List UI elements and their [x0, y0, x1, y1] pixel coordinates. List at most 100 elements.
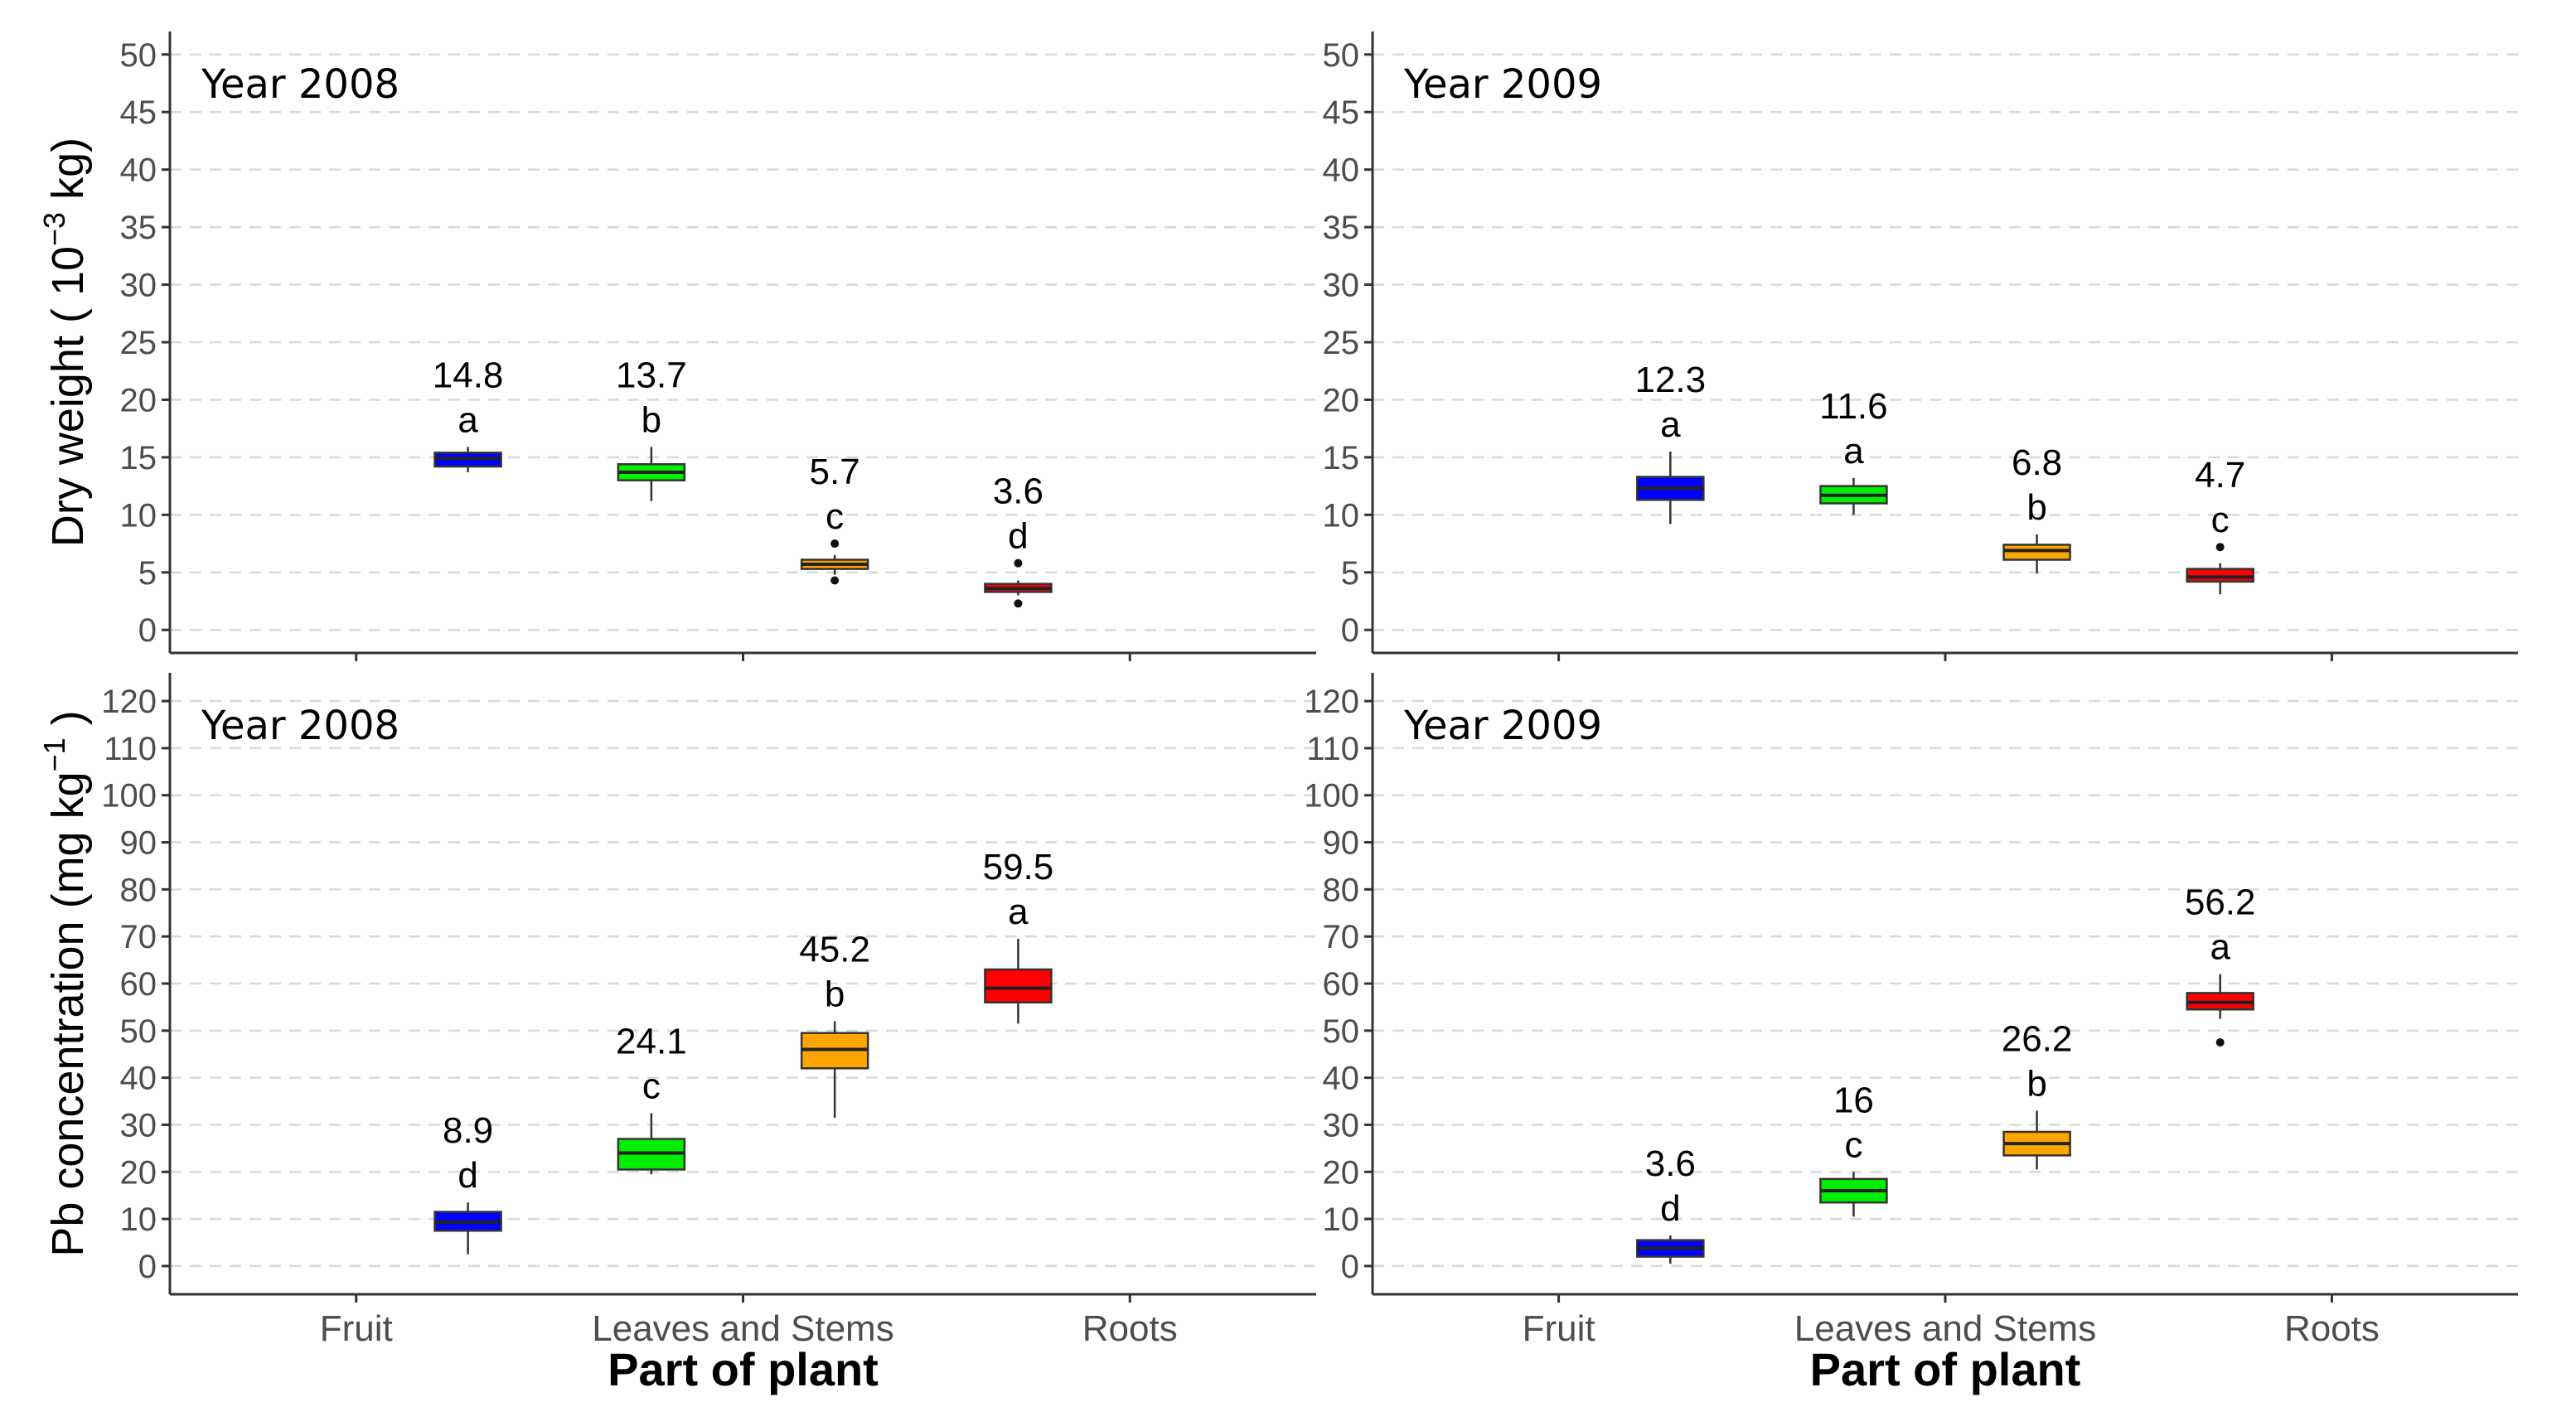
y-axis-title-superscript: −3 — [37, 212, 71, 246]
y-tick-label: 70 — [1323, 919, 1360, 955]
y-tick-label: 50 — [1323, 1013, 1360, 1050]
outlier-point — [2215, 543, 2225, 552]
significance-letter: c — [642, 1066, 661, 1106]
y-tick-label: 30 — [1323, 268, 1360, 304]
y-tick-label: 70 — [120, 919, 157, 955]
panel-label: Year 2008 — [201, 703, 399, 749]
box-4: c4.7 — [2186, 455, 2254, 595]
mean-label: 56.2 — [2185, 882, 2256, 923]
y-tick-label: 120 — [1304, 684, 1359, 720]
y-axis-title-text: Dry weight ( 10 — [43, 246, 93, 547]
y-tick-label: 10 — [1323, 497, 1360, 534]
box-3: b26.2 — [2002, 1018, 2073, 1170]
x-tick-label: Leaves and Stems — [1794, 1308, 2096, 1349]
panel-label: Year 2009 — [1403, 61, 1602, 108]
outlier-point — [830, 576, 840, 585]
y-tick-label: 40 — [1323, 152, 1360, 189]
y-tick-label: 120 — [101, 684, 157, 720]
y-tick-label: 45 — [1323, 94, 1360, 131]
significance-letter: a — [1843, 431, 1864, 471]
significance-letter: a — [458, 399, 478, 440]
y-tick-label: 100 — [101, 778, 157, 815]
y-tick-label: 60 — [120, 966, 157, 1003]
y-axis-title-unit: ) — [43, 710, 93, 737]
mean-label: 12.3 — [1634, 360, 1706, 400]
box-1: d8.9 — [433, 1110, 502, 1255]
panel-r2-c2: 0 10 20 30 40 50 60 70 80 90 100 110 120 Fruit Leaves … — [1304, 673, 2518, 1349]
mean-label: 5.7 — [810, 452, 860, 492]
mean-label: 6.8 — [2012, 442, 2062, 483]
outlier-point — [2215, 1038, 2225, 1047]
outlier-point — [830, 539, 840, 549]
y-tick-label: 80 — [1323, 872, 1360, 908]
y-tick-label: 15 — [120, 440, 157, 476]
mean-label: 16 — [1833, 1080, 1874, 1120]
outlier-point — [1014, 599, 1023, 608]
y-tick-label: 35 — [120, 210, 157, 246]
y-tick-label: 25 — [1323, 325, 1360, 361]
mean-label: 26.2 — [2002, 1018, 2073, 1059]
box-4: d3.6 — [984, 471, 1053, 608]
box-3: b6.8 — [2002, 442, 2071, 574]
y-tick-label: 50 — [1323, 37, 1360, 74]
y-tick-label: 10 — [1323, 1201, 1360, 1238]
mean-label: 13.7 — [616, 355, 687, 395]
panel-r2-c1: 0 10 20 30 40 50 60 70 80 90 100 110 120 Fruit Leaves … — [101, 673, 1316, 1349]
panel-label: Year 2008 — [201, 61, 399, 108]
significance-letter: b — [2026, 1063, 2046, 1104]
mean-label: 3.6 — [993, 471, 1043, 512]
box-1: d3.6 — [1636, 1143, 1705, 1264]
y-tick-label: 40 — [120, 1061, 157, 1097]
y-tick-label: 0 — [138, 612, 157, 649]
x-tick-label: Fruit — [1523, 1308, 1595, 1349]
y-axis-title-2: Pb concentration (mg kg−1 ) — [37, 710, 93, 1256]
box-2: c16 — [1819, 1080, 1888, 1217]
x-axis-title: Part of plant — [608, 1343, 879, 1395]
mean-label: 59.5 — [983, 847, 1054, 887]
box-1: a12.3 — [1634, 360, 1706, 525]
box-2: b13.7 — [616, 355, 687, 501]
y-axis-title-superscript: −1 — [37, 737, 71, 771]
y-tick-label: 0 — [138, 1249, 157, 1285]
y-tick-label: 50 — [120, 37, 157, 74]
significance-letter: d — [458, 1155, 477, 1196]
y-tick-label: 40 — [120, 152, 157, 189]
panel-r1-c1: 0 5 10 15 20 25 30 35 40 45 50 Year 2008 a14.8 b13.7 c… — [120, 31, 1316, 661]
x-tick-label: Leaves and Stems — [592, 1308, 893, 1349]
x-tick-label: Fruit — [320, 1308, 393, 1349]
significance-letter: b — [642, 399, 661, 440]
y-tick-label: 20 — [1323, 382, 1360, 418]
box-1: a14.8 — [433, 355, 503, 472]
y-tick-label: 25 — [120, 325, 157, 361]
significance-letter: c — [826, 496, 844, 537]
significance-letter: b — [825, 974, 845, 1014]
y-axis-title-1: Dry weight ( 10−3 kg) — [37, 138, 93, 547]
y-tick-label: 30 — [1323, 1107, 1360, 1143]
y-tick-label: 80 — [120, 872, 157, 908]
y-tick-label: 45 — [120, 94, 157, 131]
y-tick-label: 0 — [1341, 1249, 1359, 1285]
significance-letter: c — [2211, 500, 2230, 540]
box-4: a 59.5 — [983, 847, 1054, 1024]
mean-label: 11.6 — [1819, 386, 1887, 427]
significance-letter: d — [1660, 1188, 1680, 1229]
y-tick-label: 15 — [1323, 440, 1360, 476]
box-3: c5.7 — [800, 452, 869, 585]
y-tick-label: 20 — [120, 382, 157, 418]
y-tick-label: 35 — [1323, 210, 1360, 246]
y-tick-label: 20 — [120, 1154, 157, 1191]
x-axis-title: Part of plant — [1810, 1343, 2081, 1395]
y-tick-label: 60 — [1323, 966, 1360, 1003]
y-tick-label: 50 — [120, 1013, 157, 1050]
x-tick-label: Roots — [1082, 1308, 1178, 1349]
y-tick-label: 110 — [104, 731, 157, 767]
mean-label: 8.9 — [443, 1110, 493, 1151]
box-iqr — [2186, 568, 2254, 583]
y-tick-label: 100 — [1304, 778, 1359, 815]
y-axis-title-unit: kg) — [43, 138, 93, 212]
mean-label: 4.7 — [2195, 455, 2245, 496]
panel-label: Year 2009 — [1403, 703, 1602, 749]
box-2: a11.6 — [1819, 386, 1888, 515]
